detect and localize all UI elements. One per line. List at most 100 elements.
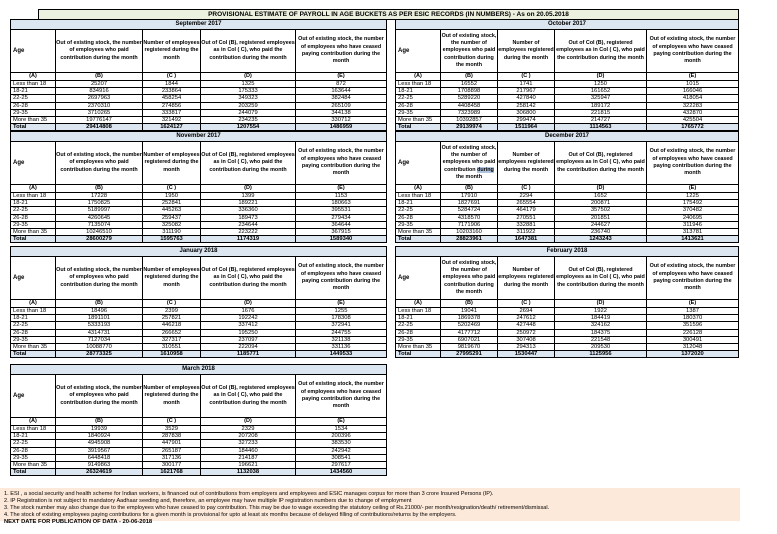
value-cell-d: 236740	[554, 228, 647, 237]
value-cell-c: 458254	[142, 94, 201, 103]
table-row: 29-35 7135074 325082 234644 364644	[10, 220, 387, 230]
col-header-e: Out of existing stock, the number of emp…	[295, 256, 387, 300]
value-cell-e: 308541	[295, 453, 387, 463]
value-cell-d: 189473	[200, 213, 296, 222]
col-letter-b: (B)	[440, 72, 498, 81]
value-cell-b: 10392857	[440, 116, 498, 125]
age-bucket-label: 29-35	[10, 108, 56, 118]
value-cell-c: 274856	[142, 101, 201, 110]
value-cell-d: 196621	[200, 461, 296, 470]
age-bucket-label: 18-21	[395, 87, 441, 96]
age-bucket-label: 29-35	[395, 108, 441, 118]
col-letter-d: (D)	[554, 184, 647, 193]
value-cell-c: 300177	[142, 461, 201, 470]
col-header-c: Number of employees registered during th…	[497, 29, 555, 73]
value-cell-b: 2697963	[55, 94, 143, 103]
value-cell-e: 311946	[646, 220, 739, 230]
col-letter-age: (A)	[395, 299, 441, 308]
col-letter-age: (A)	[10, 184, 56, 193]
value-cell-d: 324162	[554, 321, 647, 330]
col-letter-d: (D)	[200, 184, 296, 193]
value-cell-d: 1922	[554, 306, 647, 316]
col-letter-age: (A)	[395, 184, 441, 193]
age-bucket-label: 22-25	[395, 94, 441, 103]
value-cell-c: 446218	[142, 321, 201, 330]
value-cell-b: 4318570	[440, 213, 498, 222]
table-row: More than 35 10088770 310551 222094 331136	[10, 343, 387, 352]
age-bucket-label: 29-35	[10, 220, 56, 230]
value-cell-c: 447901	[142, 439, 201, 448]
value-cell-c: 427448	[497, 321, 555, 330]
value-cell-c: 325082	[142, 220, 201, 230]
footnote-line: 4. The stock of existing employees payin…	[4, 511, 457, 518]
total-row: Total 26324619 1621768 1132038 1434560	[10, 468, 387, 477]
table-row: 22-25 5189997 445263 336360 395531	[10, 206, 387, 215]
value-cell-e: 1153	[295, 191, 387, 201]
age-bucket-label: More than 35	[10, 116, 56, 125]
age-bucket-label: 26-28	[395, 101, 441, 110]
col-header-age: Age	[10, 256, 56, 300]
value-cell-b: 4260645	[55, 213, 143, 222]
value-cell-e: 279434	[295, 213, 387, 222]
value-cell-c: 445263	[142, 206, 201, 215]
value-cell-e: 175492	[646, 199, 739, 208]
age-bucket-label: 26-28	[395, 328, 441, 337]
table-row: 26-28 2370310 274856 203259 265109	[10, 101, 387, 110]
table-row: 22-25 5284724 464179 357502 370482	[395, 206, 739, 215]
value-cell-e: 180663	[295, 199, 387, 208]
value-cell-d: 327233	[200, 439, 296, 448]
value-cell-b: 5284724	[440, 206, 498, 215]
value-cell-d: 349323	[200, 94, 296, 103]
age-bucket-label: 22-25	[395, 206, 441, 215]
value-cell-c: 2399	[142, 306, 201, 316]
table-row: 26-28 3919567 265187 184460 242942	[10, 446, 387, 455]
value-cell-c: 317136	[142, 453, 201, 463]
table-row: More than 35 19776147 321492 234235 330712	[10, 116, 387, 125]
value-cell-b: 3919567	[55, 446, 143, 455]
col-letter-c: (C )	[142, 72, 201, 81]
table-row: More than 35 10392857 299474 214727 425504	[395, 116, 739, 125]
value-cell-c: 252841	[142, 199, 201, 208]
value-cell-e: 872	[295, 79, 387, 89]
col-header-b: Out of existing stock, the number of emp…	[55, 141, 143, 185]
table-row: 22-25 5333193 446218 337412 372941	[10, 321, 387, 330]
value-cell-c: 327317	[142, 335, 201, 345]
table-row: More than 35 9819670 294313 209530 312048	[395, 343, 739, 352]
col-letter-b: (B)	[55, 417, 143, 426]
value-cell-d: 192242	[200, 314, 296, 323]
age-bucket-label: 26-28	[10, 213, 56, 222]
value-cell-b: 7127034	[55, 335, 143, 345]
value-cell-b: 19776147	[55, 116, 143, 125]
month-header: September 2017	[10, 19, 387, 30]
col-letter-e: (E)	[295, 417, 387, 426]
value-cell-b: 6448418	[55, 453, 143, 463]
value-cell-e: 383530	[295, 439, 387, 448]
value-cell-c: 311190	[142, 228, 201, 237]
value-cell-e: 425504	[646, 116, 739, 125]
month-table-december-2017: December 2017 Age Out of existing stock, t…	[395, 131, 739, 244]
table-row: 18-21 1891101 257821 192242 178308	[10, 314, 387, 323]
value-cell-c: 257821	[142, 314, 201, 323]
value-cell-d: 184460	[200, 446, 296, 455]
col-header-c: Number of employees registered during th…	[142, 374, 201, 418]
value-cell-d: 221815	[554, 108, 647, 118]
age-bucket-label: Less than 18	[395, 79, 441, 89]
value-cell-e: 1534	[295, 424, 387, 434]
value-cell-b: 9149863	[55, 461, 143, 470]
value-cell-b: 5333193	[55, 321, 143, 330]
table-row: 22-25 4945908 447901 327233 383530	[10, 439, 387, 448]
col-letter-d: (D)	[200, 417, 296, 426]
age-bucket-label: Total	[10, 235, 56, 244]
table-row: More than 35 10203160 311922 236740 313781	[395, 228, 739, 237]
col-letter-age: (A)	[10, 72, 56, 81]
age-bucket-label: 29-35	[395, 335, 441, 345]
value-cell-d: 207208	[200, 432, 296, 441]
table-row: Less than 18 18496 2399 1676 1255	[10, 306, 387, 316]
value-cell-c: 1950	[142, 191, 201, 201]
value-cell-e: 178308	[295, 314, 387, 323]
value-cell-b: 29414808	[55, 123, 143, 132]
col-letter-b: (B)	[440, 184, 498, 193]
table-row: 26-28 4408458 258142 189172 322283	[395, 101, 739, 110]
value-cell-e: 1589340	[295, 235, 387, 244]
